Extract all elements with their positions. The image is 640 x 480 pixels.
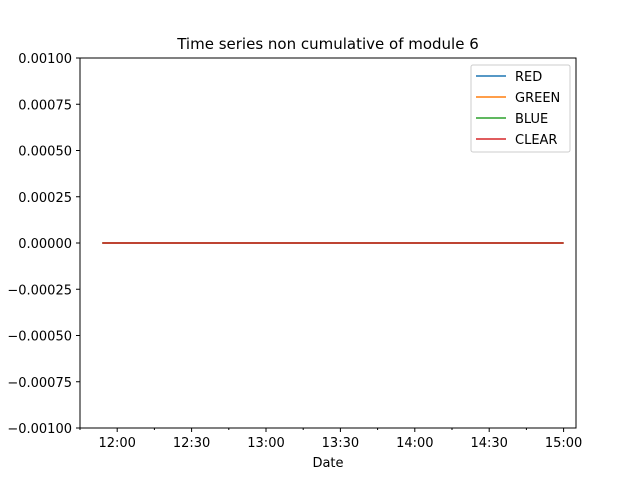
legend-label-clear: CLEAR: [515, 133, 557, 148]
y-tick-label: 0.00075: [18, 98, 72, 113]
legend-label-red: RED: [515, 70, 542, 85]
y-tick-label: 0.00025: [18, 191, 72, 206]
y-tick-label: −0.00025: [7, 283, 72, 298]
legend-label-blue: BLUE: [515, 112, 548, 127]
x-tick-label: 13:00: [247, 436, 284, 451]
x-tick-label: 15:00: [545, 436, 582, 451]
y-tick-label: 0.00000: [18, 237, 72, 252]
y-tick-label: −0.00075: [7, 376, 72, 391]
y-tick-label: 0.00050: [18, 145, 72, 160]
x-axis: 12:00 12:30 13:00 13:30 14:00 14:30 15:00: [79, 428, 582, 451]
x-tick-label: 14:30: [470, 436, 507, 451]
y-tick-label: −0.00100: [7, 422, 72, 437]
y-tick-label: −0.00050: [7, 330, 72, 345]
y-axis: 0.00100 0.00075 0.00050 0.00025 0.00000 −0.00…: [7, 52, 80, 437]
x-tick-label: 13:30: [322, 436, 359, 451]
x-axis-label: Date: [312, 456, 343, 471]
legend-box: [470, 64, 571, 153]
x-tick-label: 14:00: [396, 436, 433, 451]
y-tick-label: 0.00100: [18, 52, 72, 67]
x-tick-label: 12:00: [98, 436, 135, 451]
x-tick-label: 12:30: [173, 436, 210, 451]
chart-title: Time series non cumulative of module 6: [176, 35, 479, 53]
legend-label-green: GREEN: [515, 91, 560, 106]
legend: RED GREEN BLUE CLEAR: [470, 64, 571, 153]
